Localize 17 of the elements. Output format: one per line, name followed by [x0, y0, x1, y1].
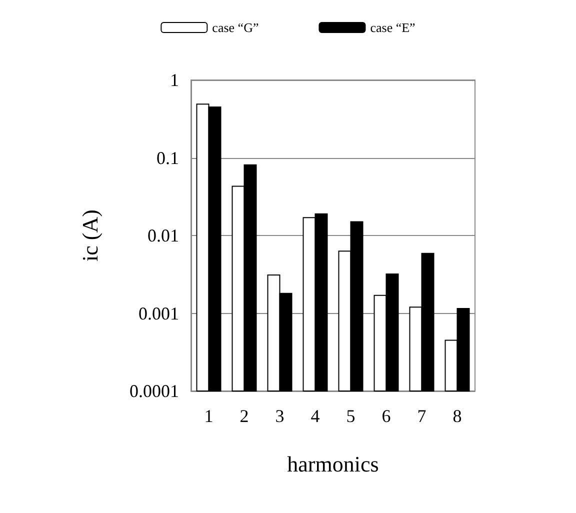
y-tick-label: 0.01 [148, 226, 179, 246]
y-axis-title: ic (A) [78, 210, 102, 262]
x-tick-label: 4 [310, 406, 320, 426]
y-tick-label: 0.001 [138, 303, 179, 324]
y-tick-label: 1 [170, 70, 179, 90]
y-tick-label: 0.0001 [130, 381, 179, 401]
x-tick-label: 5 [346, 406, 356, 426]
x-tick-label: 6 [382, 406, 391, 426]
x-tick-label: 2 [240, 406, 249, 426]
legend-label: case “G” [212, 20, 259, 35]
y-tick-label: 0.1 [156, 148, 179, 168]
x-tick-label: 1 [204, 406, 214, 426]
x-tick-label: 3 [275, 406, 284, 426]
x-tick-label: 8 [452, 406, 462, 426]
x-tick-label: 7 [417, 406, 426, 426]
x-axis-title: harmonics [287, 452, 379, 476]
legend-label: case “E” [370, 20, 416, 35]
